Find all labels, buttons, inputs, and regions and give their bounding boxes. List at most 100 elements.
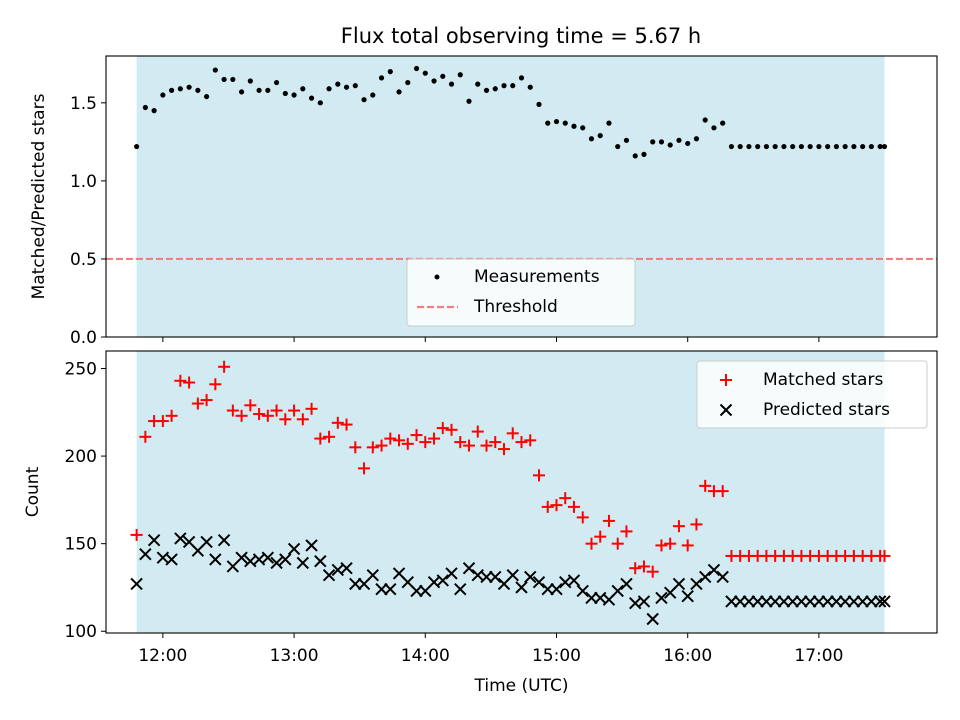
measurement-point — [746, 143, 752, 150]
measurement-point — [169, 87, 175, 93]
matched-star-point — [253, 408, 266, 421]
matched-star-point — [524, 434, 537, 447]
matched-star-point — [637, 560, 650, 573]
measurement-point — [501, 83, 507, 89]
predicted-star-point — [314, 554, 327, 568]
matched-star-point — [445, 423, 458, 436]
matched-star-point — [323, 430, 336, 443]
matched-star-point — [878, 549, 891, 562]
matched-star-point — [218, 360, 231, 373]
matched-star-point — [550, 499, 563, 512]
predicted-star-point — [620, 577, 633, 591]
matched-star-point — [401, 437, 414, 450]
measurement-point — [868, 143, 874, 150]
predicted-star-point — [672, 577, 686, 591]
legend-matched-marker — [720, 374, 732, 386]
matched-star-point — [191, 397, 204, 410]
predicted-star-point — [707, 563, 721, 577]
count-axes-frame — [105, 350, 938, 634]
matched-star-point — [165, 409, 178, 422]
measurement-point — [615, 143, 621, 150]
matched-star-point — [349, 441, 362, 454]
measurement-point — [632, 153, 638, 159]
legend-matched-label: Matched stars — [763, 370, 883, 390]
measurement-point — [317, 100, 323, 106]
measurement-point — [273, 79, 280, 86]
measurement-point — [518, 75, 525, 81]
measurement-point — [300, 86, 306, 92]
measurement-point — [588, 136, 595, 142]
measurement-point — [763, 143, 770, 150]
matched-star-point — [480, 439, 493, 452]
matched-star-point — [366, 441, 379, 454]
measurement-point — [720, 120, 726, 126]
measurement-point — [134, 143, 140, 150]
measurement-point — [335, 81, 341, 87]
matched-star-point — [209, 378, 222, 391]
measurement-point — [396, 89, 402, 95]
measurement-point — [361, 97, 367, 103]
measurement-point — [790, 143, 796, 150]
ratio-axes-frame — [105, 55, 938, 338]
predicted-star-point — [217, 533, 231, 547]
predicted-star-point — [646, 612, 659, 626]
matched-star-point — [305, 402, 318, 415]
predicted-star-point — [305, 539, 318, 552]
count-legend: Matched stars Predicted stars — [696, 360, 928, 429]
measurement-point — [326, 86, 332, 92]
measurement-point — [265, 87, 271, 93]
predicted-star-point — [524, 570, 537, 584]
matched-star-point — [288, 404, 301, 417]
matched-star-point — [471, 425, 484, 438]
predicted-star-point — [130, 577, 143, 591]
count-panel: 12:00 13:00 14:00 15:00 16:00 17:00 100 150 200 2… — [23, 350, 938, 696]
measurement-point — [203, 93, 210, 100]
matched-star-point — [279, 413, 292, 426]
measurement-point — [825, 143, 831, 150]
chart-title: Flux total observing time = 5.67 h — [341, 24, 701, 48]
matched-star-point — [314, 432, 327, 445]
measurement-point — [641, 151, 647, 157]
matched-star-point — [235, 409, 248, 422]
measurement-point — [658, 139, 665, 145]
measurement-point — [623, 137, 630, 143]
matched-star-point — [393, 434, 406, 447]
measurement-point — [527, 84, 533, 90]
measurement-point — [247, 78, 253, 84]
measurement-point — [597, 133, 603, 139]
measurement-point — [142, 104, 148, 111]
measurement-point — [448, 81, 455, 87]
predicted-star-point — [655, 591, 668, 605]
measurement-point — [842, 143, 848, 150]
predicted-star-point — [340, 561, 353, 575]
measurement-point — [580, 125, 586, 131]
measurement-point — [186, 84, 192, 90]
matched-star-point — [183, 376, 196, 389]
matched-star-point — [489, 436, 502, 449]
measurement-point — [702, 117, 708, 123]
predicted-star-point — [637, 595, 651, 608]
matched-star-point — [410, 429, 423, 442]
measurement-point — [352, 83, 358, 89]
count-x-axis-label: Time (UTC) — [474, 676, 569, 696]
matched-star-point — [200, 394, 213, 407]
legend-measurements-label: Measurements — [474, 267, 600, 287]
measurement-point — [798, 143, 805, 150]
matched-star-point — [515, 436, 528, 449]
matched-star-point — [139, 430, 152, 443]
ratio-y-tick-label: 1.0 — [70, 172, 97, 192]
predicted-star-point — [270, 556, 283, 570]
matched-star-point — [664, 537, 677, 550]
measurement-point — [212, 67, 218, 73]
matched-star-point — [296, 413, 309, 426]
predicted-star-point — [489, 570, 502, 584]
measurement-point — [413, 65, 420, 72]
matched-star-point — [655, 539, 668, 552]
matched-star-point — [340, 418, 353, 431]
legend-measurements-marker — [434, 274, 440, 280]
measurement-point — [291, 92, 297, 98]
predicted-star-point — [873, 595, 887, 608]
measurement-point — [650, 139, 656, 145]
matched-star-point — [699, 479, 712, 492]
count-x-tick-label: 17:00 — [794, 646, 843, 666]
